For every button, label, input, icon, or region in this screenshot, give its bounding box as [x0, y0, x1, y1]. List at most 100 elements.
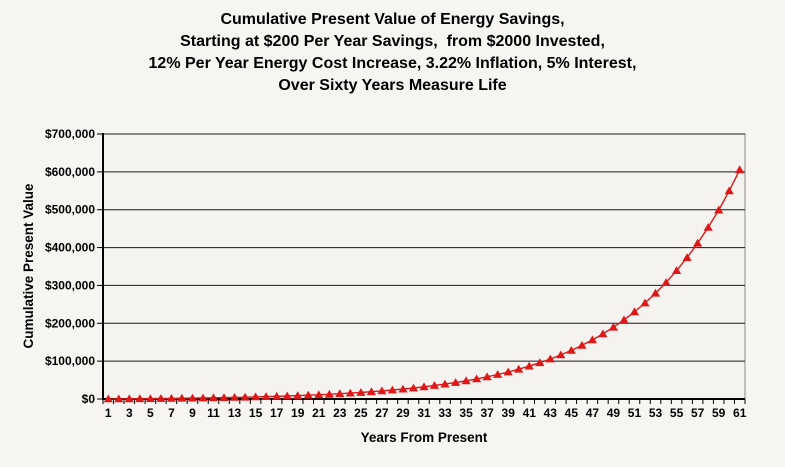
data-point-marker	[398, 384, 408, 393]
data-point-marker	[714, 205, 724, 214]
x-tick-label: 13	[228, 406, 242, 420]
data-point-marker	[187, 393, 198, 402]
y-tick-label: $300,000	[45, 278, 95, 292]
data-point-marker	[240, 392, 250, 401]
x-tick-label: 47	[586, 406, 600, 420]
data-point-marker	[672, 266, 682, 274]
x-tick-label: 31	[417, 406, 431, 420]
x-tick-label: 59	[712, 406, 726, 420]
data-point-marker	[124, 394, 134, 403]
data-point-marker	[429, 381, 440, 389]
data-point-marker	[135, 394, 145, 403]
data-point-marker	[251, 392, 261, 401]
x-tick-label: 23	[333, 406, 347, 420]
data-point-marker	[693, 238, 703, 247]
chart-title: Cumulative Present Value of Energy Savin…	[0, 9, 785, 97]
data-point-marker	[177, 393, 187, 402]
data-point-marker	[345, 388, 355, 397]
x-tick-label: 11	[207, 406, 220, 420]
x-tick-label: 29	[396, 406, 410, 420]
data-point-marker	[545, 354, 555, 363]
data-point-marker	[629, 307, 640, 316]
data-point-marker	[608, 322, 618, 331]
x-tick-label: 41	[523, 406, 537, 420]
data-point-marker	[493, 370, 503, 378]
y-tick-label: $200,000	[45, 316, 95, 330]
data-point-marker	[303, 390, 313, 399]
data-point-marker	[366, 387, 376, 396]
data-point-marker	[272, 391, 282, 400]
x-tick-label: 15	[249, 406, 263, 420]
x-tick-label: 49	[607, 406, 621, 420]
data-point-marker	[724, 186, 734, 195]
data-point-marker	[293, 391, 303, 399]
data-point-marker	[261, 392, 271, 400]
y-axis-title: Cumulative Present Value	[21, 183, 36, 349]
data-point-marker	[156, 394, 166, 402]
x-tick-label: 55	[670, 406, 684, 420]
data-point-marker	[377, 386, 387, 395]
x-tick-label: 57	[691, 406, 705, 420]
data-point-marker	[514, 364, 524, 373]
data-point-marker	[682, 253, 692, 261]
y-tick-label: $400,000	[45, 241, 95, 255]
data-point-marker	[461, 376, 471, 385]
data-point-marker	[503, 367, 513, 376]
x-tick-label: 33	[438, 406, 452, 420]
data-point-marker	[472, 374, 482, 383]
data-point-marker	[566, 346, 576, 354]
data-point-marker	[587, 335, 597, 344]
data-point-marker	[598, 329, 608, 338]
data-point-marker	[219, 393, 229, 401]
x-tick-label: 51	[628, 406, 642, 420]
data-point-marker	[451, 378, 461, 386]
x-tick-label: 9	[189, 406, 196, 420]
x-tick-label: 35	[459, 406, 473, 420]
data-point-marker	[640, 298, 650, 307]
data-point-marker	[650, 288, 661, 297]
data-point-marker	[335, 389, 345, 398]
data-point-marker	[535, 358, 545, 367]
chart-title-line-2: Starting at $200 Per Year Savings, from …	[180, 33, 605, 50]
x-tick-label: 45	[565, 406, 579, 420]
data-point-marker	[577, 341, 587, 349]
data-point-marker	[387, 385, 397, 394]
data-point-marker	[314, 390, 324, 399]
x-tick-label: 21	[312, 406, 326, 420]
chart-title-line-3: 12% Per Year Energy Cost Increase, 3.22%…	[148, 55, 637, 72]
data-point-marker	[440, 379, 450, 388]
x-tick-label: 37	[480, 406, 494, 420]
data-point-marker	[208, 393, 219, 402]
x-tick-label: 3	[126, 406, 133, 420]
data-point-marker	[556, 350, 566, 359]
data-point-marker	[619, 315, 629, 324]
data-point-marker	[324, 389, 334, 398]
data-point-marker	[103, 394, 113, 403]
x-tick-label: 25	[354, 406, 368, 420]
data-point-marker	[661, 278, 671, 286]
data-point-marker	[419, 382, 429, 391]
data-point-marker	[482, 372, 492, 381]
data-point-marker	[524, 361, 534, 370]
x-tick-label: 43	[544, 406, 558, 420]
y-tick-label: $500,000	[45, 203, 95, 217]
x-tick-label: 7	[168, 406, 175, 420]
data-point-marker	[356, 388, 366, 396]
x-tick-label: 19	[291, 406, 305, 420]
x-tick-label: 39	[502, 406, 516, 420]
chart-title-line-1: Cumulative Present Value of Energy Savin…	[220, 11, 565, 28]
data-point-marker	[735, 165, 745, 174]
chart-title-line-4: Over Sixty Years Measure Life	[278, 77, 507, 94]
data-point-marker	[703, 223, 713, 231]
x-tick-label: 27	[375, 406, 389, 420]
y-tick-label: $100,000	[45, 354, 95, 368]
data-point-marker	[230, 393, 240, 401]
y-tick-label: $700,000	[45, 127, 95, 141]
x-tick-label: 5	[147, 406, 154, 420]
data-point-marker	[166, 394, 176, 402]
y-tick-label: $0	[82, 392, 96, 406]
y-tick-label: $600,000	[45, 165, 95, 179]
data-point-marker	[145, 394, 155, 402]
